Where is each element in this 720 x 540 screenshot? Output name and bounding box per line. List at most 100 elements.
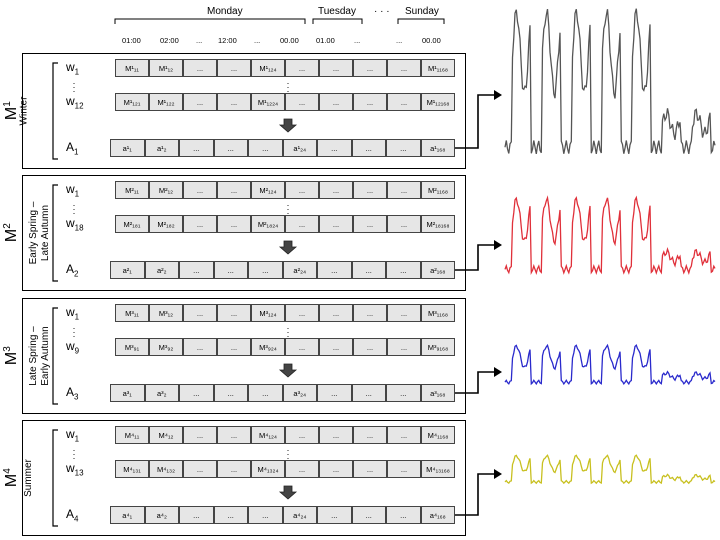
matrix-cell: M²₁₂	[149, 181, 183, 199]
aggregate-cell: ...	[213, 384, 248, 402]
vertical-ellipsis: . . .	[286, 76, 290, 94]
matrix-cell: ...	[387, 215, 421, 233]
aggregate-cell: ...	[351, 506, 386, 524]
arrow-head-icon	[494, 240, 502, 250]
row-bracket	[52, 307, 58, 405]
row-bracket	[52, 184, 58, 282]
matrix-cell: ...	[353, 93, 387, 111]
season-label: Early Spring – Late Autumn	[28, 201, 51, 265]
panel-m1	[22, 53, 466, 169]
matrix-cell: M²₁₁₆₈	[421, 181, 455, 199]
aggregate-cell: ...	[317, 261, 352, 279]
matrix-cell: ...	[353, 215, 387, 233]
matrix-cell: ...	[217, 215, 251, 233]
matrix-cell: M¹₁₂₁	[115, 93, 149, 111]
aggregate-cell: a¹₁₆₈	[420, 139, 455, 157]
season-label: Summer	[22, 459, 34, 497]
time-label: 00.00	[422, 36, 441, 45]
aggregate-cell: ...	[351, 139, 386, 157]
down-arrow-icon	[278, 240, 298, 255]
matrix-cell: ...	[387, 460, 421, 478]
matrix-cell: ...	[353, 181, 387, 199]
matrix-cell: M³₁₁₆₈	[421, 304, 455, 322]
day-label: Monday	[207, 6, 243, 17]
matrix-cell: ...	[285, 460, 319, 478]
row-label-w: w1	[66, 427, 80, 444]
matrix-cell: ...	[353, 460, 387, 478]
matrix-cell: ...	[183, 215, 217, 233]
matrix-cell: M³₉₂	[149, 338, 183, 356]
aggregate-cell: a⁴₂	[144, 506, 179, 524]
arrow-line	[455, 473, 494, 516]
load-profile-curve	[504, 8, 716, 155]
aggregate-cell: ...	[317, 139, 352, 157]
vertical-ellipsis: . . .	[286, 321, 290, 339]
matrix-cell: ...	[217, 59, 251, 77]
aggregate-cell: a⁴₁	[110, 506, 145, 524]
aggregate-cell: ...	[213, 139, 248, 157]
matrix-cell: M³₁₁	[115, 304, 149, 322]
matrix-cell: ...	[217, 338, 251, 356]
row-label-w: w13	[66, 461, 84, 478]
matrix-cell: ...	[217, 93, 251, 111]
matrix-cell: ...	[319, 460, 353, 478]
aggregate-cell: a⁴₁₆₈	[420, 506, 455, 524]
down-arrow-icon	[278, 485, 298, 500]
matrix-cell: M¹₁₁	[115, 59, 149, 77]
day-ellipsis: · · ·	[374, 6, 390, 17]
down-arrow-icon	[278, 363, 298, 378]
matrix-cell: ...	[319, 59, 353, 77]
matrix-cell: M³₉₁	[115, 338, 149, 356]
aggregate-cell: ...	[386, 506, 421, 524]
load-profile-curve	[504, 343, 716, 386]
matrix-cell: ...	[285, 215, 319, 233]
row-label-a: A4	[66, 507, 79, 524]
panel-m3	[22, 298, 466, 414]
matrix-cell: M²₁₈₂	[149, 215, 183, 233]
matrix-cell: ...	[285, 338, 319, 356]
matrix-cell: ...	[319, 304, 353, 322]
matrix-cell: ...	[387, 93, 421, 111]
matrix-cell: ...	[285, 304, 319, 322]
matrix-cell: ...	[183, 181, 217, 199]
row-label-a: A2	[66, 262, 79, 279]
matrix-cell: ...	[387, 338, 421, 356]
matrix-cell: ...	[183, 338, 217, 356]
matrix-cell: M⁴₁₃₁	[115, 460, 149, 478]
matrix-cell: M⁴₁₃₁₆₈	[421, 460, 455, 478]
aggregate-cell: ...	[179, 261, 214, 279]
matrix-cell: M⁴₁₃₂₄	[251, 460, 285, 478]
matrix-cell: M²₁₈₁₆₈	[421, 215, 455, 233]
matrix-cell: ...	[353, 304, 387, 322]
matrix-cell: M²₁₈₂₄	[251, 215, 285, 233]
aggregate-cell: ...	[179, 139, 214, 157]
matrix-cell: ...	[387, 181, 421, 199]
vertical-ellipsis: . . .	[72, 76, 76, 94]
matrix-cell: ...	[319, 215, 353, 233]
matrix-cell: M¹₁₂₂	[149, 93, 183, 111]
matrix-cell: M¹₁₁₆₈	[421, 59, 455, 77]
aggregate-cell: a²₂	[144, 261, 179, 279]
day-bracket	[397, 18, 445, 24]
matrix-cell: M²₁₂₄	[251, 181, 285, 199]
aggregate-cell: a³₂	[144, 384, 179, 402]
vertical-ellipsis: . . .	[72, 198, 76, 216]
matrix-cell: M⁴₁₁₆₈	[421, 426, 455, 444]
matrix-cell: ...	[217, 304, 251, 322]
aggregate-cell: a³₂₄	[282, 384, 317, 402]
day-bracket	[114, 18, 306, 24]
matrix-cell: M⁴₁₃₂	[149, 460, 183, 478]
day-label: Tuesday	[318, 6, 356, 17]
arrow-line	[455, 244, 494, 271]
row-label-a: A1	[66, 140, 79, 157]
season-label: Winter	[18, 96, 30, 126]
aggregate-cell: a²₁₆₈	[420, 261, 455, 279]
vertical-ellipsis: . . .	[72, 443, 76, 461]
time-label: 01:00	[122, 36, 141, 45]
matrix-cell: ...	[319, 426, 353, 444]
matrix-cell: M¹₁₂₄	[251, 59, 285, 77]
matrix-cell: ...	[217, 181, 251, 199]
time-label: 02:00	[160, 36, 179, 45]
matrix-cell: M¹₁₂	[149, 59, 183, 77]
